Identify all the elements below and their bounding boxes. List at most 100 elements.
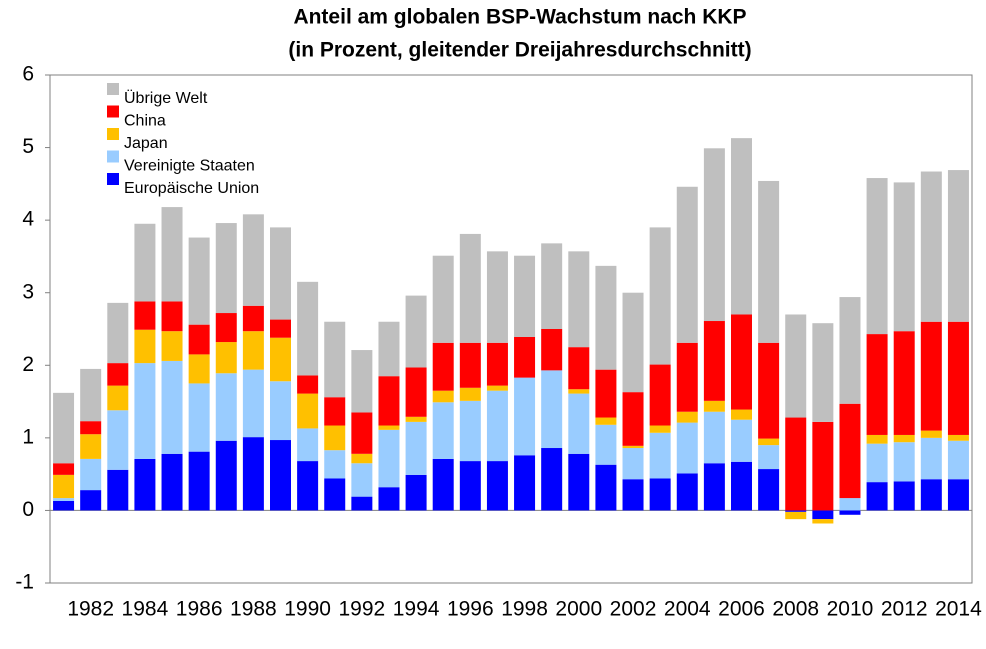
bar-segment: [758, 180, 780, 343]
bar-segment: [568, 389, 590, 394]
x-tick-label: 2006: [718, 598, 765, 621]
bar-segment: [188, 383, 210, 452]
legend-swatch: [107, 128, 119, 140]
bar-segment: [134, 301, 156, 330]
bar-segment: [622, 479, 644, 511]
bar-segment: [459, 400, 481, 462]
bar-segment: [134, 363, 156, 459]
bar-segment: [920, 321, 942, 431]
bar-segment: [866, 334, 888, 435]
bar-segment: [649, 478, 671, 511]
bar-segment: [893, 182, 915, 332]
bar-segment: [893, 434, 915, 443]
bar-segment: [703, 400, 725, 412]
x-tick-label: 2010: [827, 598, 874, 621]
bar-segment: [270, 227, 291, 320]
bar-segment: [568, 393, 590, 454]
bar-segment: [324, 425, 346, 451]
legend-swatch: [107, 173, 119, 185]
bar-segment: [676, 422, 698, 474]
x-tick-label: 1994: [393, 598, 440, 621]
bar-segment: [758, 469, 780, 511]
bar-segment: [703, 321, 725, 401]
x-tick-label: 1988: [230, 598, 277, 621]
bar-segment: [703, 411, 725, 464]
bar-segment: [785, 511, 807, 520]
y-tick-label: -1: [15, 571, 34, 594]
bar-segment: [215, 373, 237, 441]
bar-segment: [432, 402, 454, 459]
bar-segment: [595, 464, 617, 511]
bar-segment: [595, 369, 617, 418]
bar-segment: [378, 425, 400, 430]
x-tick-label: 2012: [881, 598, 928, 621]
bar-segment: [432, 390, 454, 403]
bar-segment: [324, 450, 346, 479]
bar-segment: [405, 367, 427, 417]
bar-segment: [270, 337, 291, 382]
bar-segment: [676, 473, 698, 511]
bar-segment: [595, 265, 617, 370]
bar-segment: [947, 321, 969, 435]
bar-segment: [595, 417, 617, 425]
bar-segment: [297, 393, 319, 429]
bar-segment: [622, 392, 644, 446]
bar-segment: [866, 443, 888, 483]
bar-segment: [893, 481, 915, 511]
bar-segment: [161, 331, 183, 361]
bar-segment: [486, 390, 508, 462]
plot-frame: [49, 74, 973, 584]
bar-segment: [242, 305, 264, 332]
bar-segment: [378, 376, 400, 426]
bar-segment: [351, 496, 373, 511]
bar-segment: [351, 412, 373, 454]
bar-segment: [215, 440, 237, 511]
y-tick-label: 5: [22, 135, 34, 158]
bar-segment: [758, 445, 780, 470]
bar-segment: [378, 487, 400, 511]
bar-segment: [731, 461, 752, 511]
bar-segment: [649, 425, 671, 433]
bar-segment: [53, 500, 75, 511]
bar-segment: [676, 342, 698, 412]
x-tick-label: 1992: [338, 598, 385, 621]
bar-segment: [80, 490, 102, 511]
legend-swatch: [107, 150, 119, 163]
bar-segment: [297, 281, 319, 376]
bar-segment: [270, 381, 291, 441]
legend-label: Übrige Welt: [124, 89, 208, 107]
y-tick-label: 3: [22, 280, 34, 303]
bar-segment: [270, 319, 291, 338]
bar-segment: [893, 442, 915, 482]
bar-segment: [80, 434, 102, 459]
bar-segment: [324, 321, 346, 398]
bar-segment: [215, 223, 237, 314]
bar-segment: [731, 419, 752, 462]
bar-segment: [541, 329, 563, 371]
bar-segment: [351, 453, 373, 464]
bar-segment: [893, 331, 915, 435]
bar-segment: [80, 421, 102, 435]
bar-segment: [297, 375, 319, 394]
chart-title: Anteil am globalen BSP-Wachstum nach KKP: [293, 6, 746, 29]
bar-segment: [432, 255, 454, 343]
bar-segment: [839, 297, 861, 404]
legend-label: Japan: [124, 135, 168, 152]
bar-segment: [758, 342, 780, 439]
bar-segment: [486, 461, 508, 511]
bar-segment: [324, 397, 346, 426]
bar-segment: [242, 214, 264, 306]
y-tick-label: 2: [22, 353, 34, 376]
y-tick-label: 6: [22, 63, 34, 86]
bar-segment: [703, 463, 725, 511]
bar-segment: [839, 510, 861, 515]
bar-segment: [947, 440, 969, 480]
bar-segment: [568, 251, 590, 348]
bar-segment: [839, 498, 861, 511]
bar-segment: [459, 342, 481, 388]
bar-segment: [649, 227, 671, 365]
bar-segment: [107, 410, 129, 470]
bar-segment: [161, 207, 183, 302]
x-tick-label: 1982: [67, 598, 114, 621]
bar-segment: [432, 458, 454, 511]
